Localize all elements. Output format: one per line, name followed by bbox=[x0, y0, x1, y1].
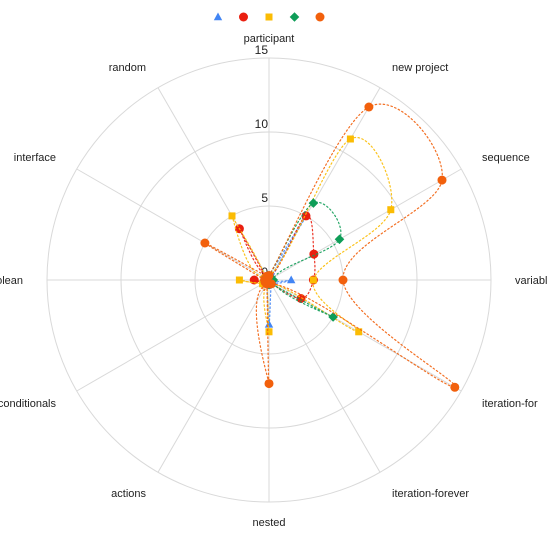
radial-tick-1: 5 bbox=[261, 191, 268, 205]
legend-marker-0 bbox=[214, 13, 222, 21]
axis-label-10: interface bbox=[14, 152, 56, 164]
spoke-7 bbox=[158, 280, 269, 472]
axis-label-8: conditionals bbox=[0, 398, 57, 410]
axis-label-1: new project bbox=[392, 62, 448, 74]
series-4-point-10 bbox=[200, 239, 209, 248]
series-4-line bbox=[205, 104, 456, 387]
axis-label-3: variable bbox=[515, 275, 547, 287]
series-layer bbox=[200, 103, 459, 392]
spoke-5 bbox=[269, 280, 380, 472]
series-4 bbox=[200, 103, 459, 392]
series-2-point-1 bbox=[347, 136, 354, 143]
radial-tick-2: 10 bbox=[255, 117, 269, 131]
axis-label-6: nested bbox=[252, 517, 285, 529]
series-1-line bbox=[239, 216, 315, 299]
legend-marker-3 bbox=[290, 12, 300, 22]
series-3-point-2 bbox=[335, 235, 345, 245]
legend bbox=[214, 12, 325, 22]
series-2-point-2 bbox=[387, 206, 394, 213]
series-4-point-3 bbox=[339, 276, 348, 285]
legend-marker-1 bbox=[239, 13, 248, 22]
series-4-point-1 bbox=[364, 103, 373, 112]
series-1 bbox=[235, 211, 319, 303]
series-2-point-4 bbox=[355, 328, 362, 335]
legend-marker-2 bbox=[266, 14, 273, 21]
spoke-2 bbox=[269, 169, 461, 280]
axis-label-5: iteration-forever bbox=[392, 488, 469, 500]
series-2-point-9 bbox=[236, 277, 243, 284]
axis-label-9: boolean bbox=[0, 275, 23, 287]
spoke-1 bbox=[269, 88, 380, 280]
series-0-point-3 bbox=[287, 276, 295, 284]
legend-marker-4 bbox=[316, 13, 325, 22]
axis-label-0: participant bbox=[244, 33, 295, 45]
series-2-point-3 bbox=[310, 277, 317, 284]
series-4-point-4 bbox=[450, 383, 459, 392]
radial-tick-3: 15 bbox=[255, 43, 269, 57]
axis-label-4: iteration-for bbox=[482, 398, 538, 410]
series-2-point-11 bbox=[229, 212, 236, 219]
axis-label-7: actions bbox=[111, 488, 146, 500]
axis-label-2: sequence bbox=[482, 152, 530, 164]
spoke-8 bbox=[77, 280, 269, 391]
series-4-point-11 bbox=[262, 272, 271, 281]
series-2-point-6 bbox=[266, 328, 273, 335]
axis-label-11: random bbox=[109, 62, 146, 74]
series-4-point-2 bbox=[438, 176, 447, 185]
series-4-point-6 bbox=[265, 379, 274, 388]
